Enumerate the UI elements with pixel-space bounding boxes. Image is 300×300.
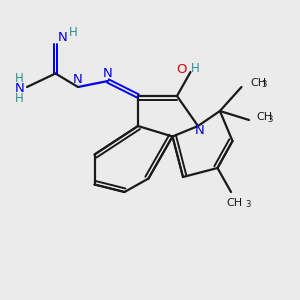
Text: N: N (103, 67, 113, 80)
Text: O: O (176, 63, 187, 76)
Text: CH: CH (250, 77, 267, 88)
Text: H: H (15, 92, 24, 105)
Text: H: H (15, 71, 24, 85)
Text: N: N (58, 31, 68, 44)
Text: 3: 3 (245, 200, 250, 209)
Text: CH: CH (226, 197, 242, 208)
Text: N: N (15, 82, 24, 95)
Text: N: N (195, 124, 204, 137)
Text: H: H (69, 26, 78, 40)
Text: 3: 3 (262, 80, 267, 89)
Text: H: H (191, 62, 200, 75)
Text: N: N (73, 73, 83, 86)
Text: CH: CH (256, 112, 273, 122)
Text: 3: 3 (268, 115, 273, 124)
